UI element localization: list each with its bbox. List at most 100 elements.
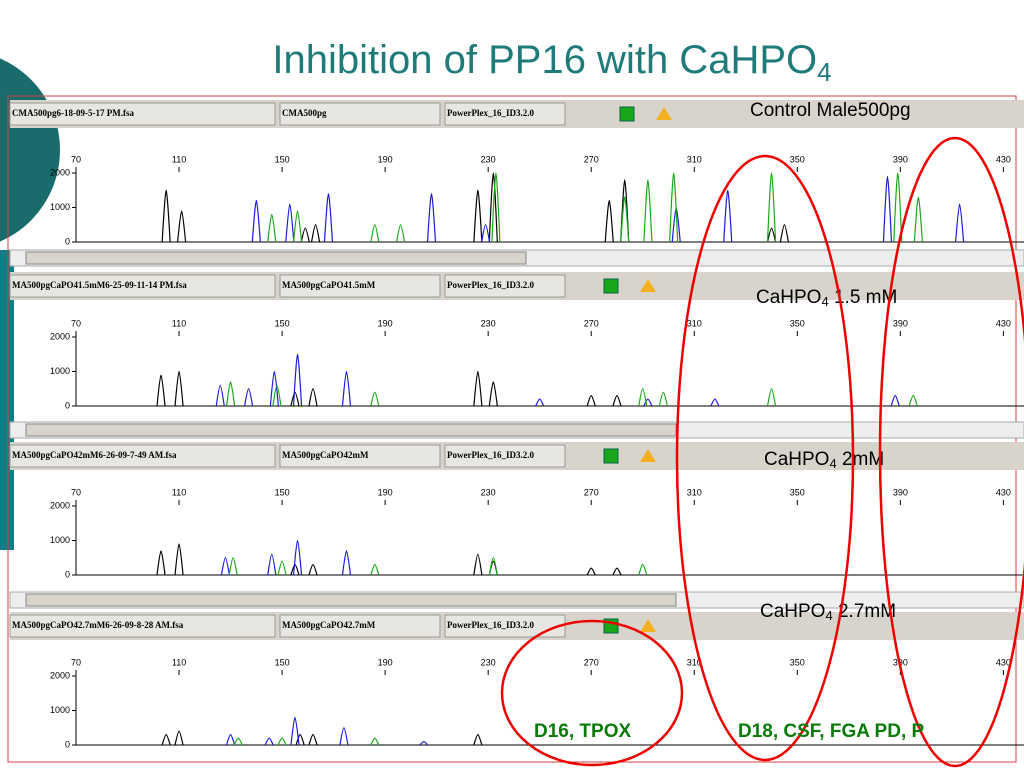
label-sub: 4 bbox=[829, 456, 836, 471]
title-text: Inhibition of PP16 with CaHPO bbox=[272, 38, 817, 82]
peak bbox=[292, 210, 303, 243]
scroll-thumb bbox=[25, 251, 527, 265]
peak bbox=[290, 716, 300, 746]
x-tick-label: 150 bbox=[275, 487, 290, 497]
title-sub: 4 bbox=[817, 57, 831, 87]
x-tick-label: 390 bbox=[893, 487, 908, 497]
label-rest: 2mM bbox=[837, 449, 885, 470]
header-cell bbox=[9, 444, 276, 468]
x-tick-label: 390 bbox=[893, 154, 908, 164]
header-text: MA500pgCaPO42mM6-26-09-7-49 AM.fsa bbox=[12, 450, 177, 460]
panel-label: CaHPO4 2mM bbox=[764, 449, 884, 471]
header-text: PowerPlex_16_ID3.2.0 bbox=[447, 108, 534, 118]
x-tick-label: 310 bbox=[687, 154, 702, 164]
locus-label: D18, CSF, FGA PD, P bbox=[738, 721, 924, 742]
peak bbox=[473, 189, 483, 243]
peak bbox=[473, 370, 483, 407]
x-tick-label: 110 bbox=[172, 657, 186, 667]
peak bbox=[308, 388, 318, 407]
x-tick-label: 350 bbox=[790, 487, 805, 497]
peak bbox=[264, 737, 274, 746]
warn-icon bbox=[640, 619, 656, 632]
panel-label: CaHPO4 2.7mM bbox=[760, 601, 896, 623]
label-text: CaHPO bbox=[760, 601, 825, 622]
x-tick-label: 350 bbox=[790, 318, 805, 328]
x-tick-label: 70 bbox=[71, 487, 81, 497]
header-text: MA500pgCaPO41.5mM6-25-09-11-14 PM.fsa bbox=[12, 280, 187, 290]
peak bbox=[290, 564, 300, 576]
header-cell bbox=[279, 102, 441, 126]
label-text: CaHPO bbox=[756, 287, 821, 308]
peak bbox=[766, 227, 777, 243]
x-tick-label: 430 bbox=[996, 487, 1011, 497]
peak bbox=[156, 550, 166, 576]
x-tick-label: 430 bbox=[996, 318, 1011, 328]
y-tick-label: 0 bbox=[65, 400, 70, 410]
x-tick-label: 150 bbox=[275, 154, 290, 164]
ellipse bbox=[878, 136, 1024, 768]
label-sub: 4 bbox=[821, 294, 828, 309]
x-tick-label: 70 bbox=[71, 154, 81, 164]
x-tick-label: 390 bbox=[893, 318, 908, 328]
peak bbox=[481, 224, 491, 243]
x-tick-label: 190 bbox=[378, 318, 393, 328]
x-tick-label: 190 bbox=[378, 487, 393, 497]
peak bbox=[908, 395, 918, 407]
peak bbox=[586, 567, 596, 576]
header-text: MA500pgCaPO42mM bbox=[282, 450, 369, 460]
x-tick-label: 70 bbox=[71, 318, 81, 328]
header-cell bbox=[9, 614, 276, 638]
header-text: MA500pgCaPO42.7mM bbox=[282, 620, 376, 630]
x-tick-label: 430 bbox=[996, 154, 1011, 164]
label-text: CaHPO bbox=[764, 449, 829, 470]
peak bbox=[174, 543, 184, 576]
peak bbox=[177, 210, 187, 243]
peak bbox=[174, 370, 184, 407]
peak bbox=[426, 193, 437, 243]
x-tick-label: 190 bbox=[378, 154, 393, 164]
x-tick-label: 310 bbox=[687, 318, 702, 328]
peak bbox=[710, 398, 720, 407]
header-text: CMA500pg bbox=[282, 108, 327, 118]
peak bbox=[643, 398, 653, 407]
peak bbox=[535, 398, 545, 407]
peak bbox=[267, 553, 277, 576]
header-cell bbox=[444, 614, 566, 638]
peak bbox=[586, 395, 596, 407]
peak bbox=[370, 737, 380, 746]
peak bbox=[766, 388, 777, 407]
peak bbox=[267, 213, 277, 243]
x-tick-label: 310 bbox=[687, 487, 702, 497]
panels: CMA500pg6-18-09-5-17 PM.fsa CMA500pg Power… bbox=[9, 100, 1024, 749]
peak bbox=[308, 564, 318, 576]
y-tick-label: 2000 bbox=[50, 331, 70, 341]
x-tick-label: 230 bbox=[481, 487, 496, 497]
status-icon bbox=[603, 448, 619, 464]
x-tick-label: 110 bbox=[172, 318, 186, 328]
peak bbox=[620, 196, 630, 243]
peak bbox=[225, 734, 236, 746]
peak bbox=[488, 381, 498, 407]
x-tick-label: 110 bbox=[172, 487, 186, 497]
x-tick-label: 230 bbox=[481, 154, 496, 164]
header-text: PowerPlex_16_ID3.2.0 bbox=[447, 450, 534, 460]
peak bbox=[473, 734, 483, 746]
peak bbox=[174, 730, 184, 746]
y-tick-label: 0 bbox=[65, 569, 70, 579]
warn-icon bbox=[640, 449, 656, 462]
peak bbox=[228, 557, 238, 576]
scroll-thumb bbox=[25, 423, 677, 437]
scroll-thumb bbox=[25, 593, 677, 607]
peak bbox=[341, 370, 352, 407]
peak bbox=[323, 193, 334, 243]
header-cell bbox=[279, 274, 441, 298]
peak bbox=[285, 203, 295, 243]
x-tick-label: 150 bbox=[275, 318, 290, 328]
peak bbox=[295, 734, 305, 746]
y-tick-label: 0 bbox=[65, 236, 70, 246]
header-text: MA500pgCaPO41.5mM bbox=[282, 280, 376, 290]
y-tick-label: 2000 bbox=[50, 670, 70, 680]
peak bbox=[156, 374, 166, 407]
peak bbox=[272, 384, 282, 407]
y-tick-label: 2000 bbox=[50, 500, 70, 510]
